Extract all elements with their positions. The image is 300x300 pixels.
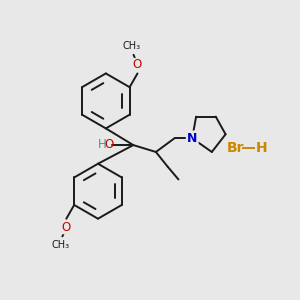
Text: H: H (98, 138, 107, 151)
Text: N: N (187, 132, 197, 145)
Text: H: H (256, 141, 268, 155)
Text: Br: Br (226, 141, 244, 155)
Text: O: O (62, 221, 71, 234)
Text: O: O (104, 138, 114, 151)
Text: CH₃: CH₃ (51, 240, 70, 250)
Text: O: O (133, 58, 142, 71)
Text: CH₃: CH₃ (122, 41, 141, 51)
